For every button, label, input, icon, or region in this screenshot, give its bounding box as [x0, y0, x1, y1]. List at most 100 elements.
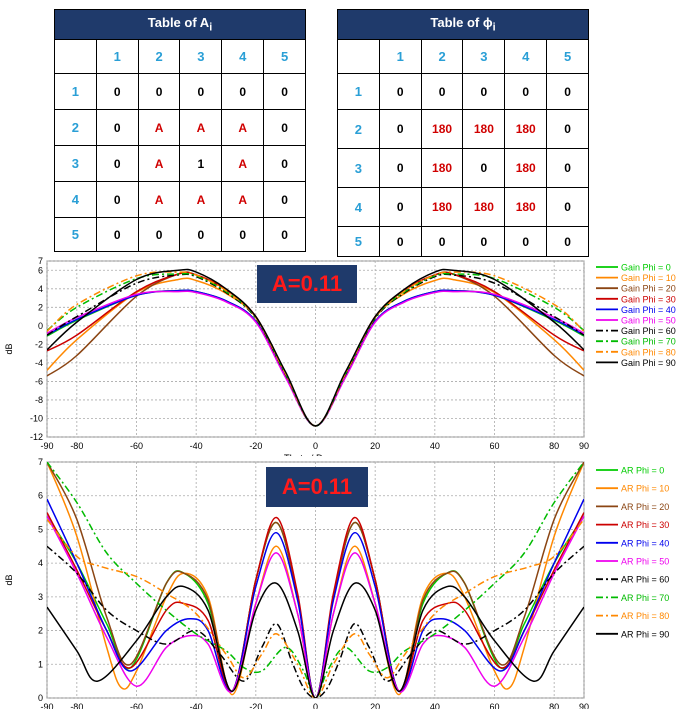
table-phi-col-header: 5 [546, 39, 589, 74]
table-a-row-header: 1 [54, 73, 97, 110]
table-phi-col-header: 4 [504, 39, 548, 74]
table-phi-row: 4 0 180 180 180 0 [337, 187, 589, 227]
y-tick-label: 3 [38, 592, 43, 602]
x-tick-label: 80 [549, 702, 559, 709]
table-phi-row-header: 5 [337, 226, 380, 257]
table-phi-cell: 0 [378, 73, 422, 110]
table-a-cell: 0 [263, 145, 306, 182]
table-a-title: Table of Ai [54, 9, 306, 40]
x-tick-label: -80 [70, 441, 83, 451]
table-a-cell: 0 [137, 73, 181, 110]
series-line-7 [47, 462, 584, 698]
table-phi-cell: 0 [420, 73, 464, 110]
y-tick-label: -10 [30, 413, 43, 423]
y-axis-label: dB [4, 574, 14, 585]
x-tick-label: 60 [489, 441, 499, 451]
table-phi-row-header: 1 [337, 73, 380, 110]
table-a-cell: 0 [95, 109, 139, 146]
ar-chart-annotation: A=0.11 [266, 467, 368, 507]
table-phi-row-header: 3 [337, 148, 380, 188]
legend-label: Gain Phi = 50 [621, 316, 676, 326]
legend-label: Gain Phi = 40 [621, 305, 676, 315]
table-phi-title-text: Table of [430, 15, 483, 31]
table-phi-cell: 0 [378, 187, 422, 227]
table-phi-cell: 0 [378, 148, 422, 188]
y-tick-label: 7 [38, 256, 43, 266]
series-line-2 [47, 462, 584, 698]
legend-label: Gain Phi = 90 [621, 358, 676, 368]
table-phi-cell: 180 [462, 187, 506, 227]
y-tick-label: 0 [38, 693, 43, 703]
y-tick-label: -2 [35, 339, 43, 349]
table-a-row-header: 3 [54, 145, 97, 182]
table-a-cell: 0 [179, 73, 223, 110]
x-tick-label: -90 [40, 441, 53, 451]
legend-label: Gain Phi = 20 [621, 284, 676, 294]
table-phi-cell: 180 [504, 187, 548, 227]
x-tick-label: 40 [430, 441, 440, 451]
table-phi-cell: 0 [546, 226, 589, 257]
legend-label: AR Phi = 80 [621, 611, 669, 621]
table-phi-cell: 0 [378, 109, 422, 149]
y-tick-label: -12 [30, 432, 43, 442]
table-a-cell: 0 [137, 217, 181, 252]
table-a-cell: 0 [221, 217, 265, 252]
table-a-cell: A [221, 181, 265, 218]
table-phi-title-symbol: ϕ [482, 15, 493, 31]
table-phi-row-header: 2 [337, 109, 380, 149]
table-phi-col-header: 3 [462, 39, 506, 74]
table-a-cell: 0 [95, 181, 139, 218]
legend-label: Gain Phi = 10 [621, 273, 676, 283]
table-phi-cell: 180 [462, 109, 506, 149]
table-a-title-sub: i [209, 21, 213, 34]
x-tick-label: 90 [579, 702, 589, 709]
table-a-cell: 0 [263, 109, 306, 146]
series-line-1 [47, 462, 584, 698]
y-axis-label: dB [4, 343, 14, 354]
x-axis-label: Theta / Degree [284, 453, 347, 456]
legend-label: AR Phi = 90 [621, 629, 669, 639]
table-phi-cell: 0 [546, 109, 589, 149]
table-phi-cell: 180 [420, 109, 464, 149]
table-a-cell: 0 [95, 73, 139, 110]
y-tick-label: 7 [38, 457, 43, 467]
table-a-cell: A [137, 145, 181, 182]
x-tick-label: 40 [430, 702, 440, 709]
x-tick-label: -40 [190, 441, 203, 451]
table-a-col-header: 3 [179, 39, 223, 74]
table-phi-col-header: 2 [420, 39, 464, 74]
table-a-title-text: Table of A [147, 15, 210, 31]
table-a-row-header: 5 [54, 217, 97, 252]
series-line-5 [47, 515, 584, 698]
table-a-cell: 0 [95, 145, 139, 182]
y-tick-label: 0 [38, 321, 43, 331]
legend-label: AR Phi = 20 [621, 502, 669, 512]
table-phi-cell: 180 [420, 148, 464, 188]
table-phi-cell: 180 [420, 187, 464, 227]
table-phi-corner-cell [337, 39, 380, 74]
table-a-cell: 0 [263, 217, 306, 252]
x-tick-label: 0 [313, 441, 318, 451]
series-line-9 [47, 582, 584, 698]
y-tick-label: 4 [38, 284, 43, 294]
legend-label: AR Phi = 30 [621, 520, 669, 530]
table-phi-cell: 0 [546, 73, 589, 110]
legend-label: Gain Phi = 80 [621, 347, 676, 357]
table-phi-cell: 180 [504, 148, 548, 188]
x-tick-label: -40 [190, 702, 203, 709]
table-a-cell: A [179, 181, 223, 218]
y-tick-label: -8 [35, 395, 43, 405]
table-phi-title: Table of ϕi [337, 9, 589, 40]
table-phi-cell: 180 [504, 109, 548, 149]
table-phi: Table of ϕi 1 2 3 4 5 1 0 0 0 0 0 2 0 180 180 180 0 3 0 180… [337, 9, 589, 257]
legend-label: Gain Phi = 0 [621, 263, 671, 273]
table-phi-cell: 0 [504, 73, 548, 110]
legend-label: AR Phi = 70 [621, 593, 669, 603]
table-a-col-header: 2 [137, 39, 181, 74]
table-a-cell: A [221, 145, 265, 182]
legend-label: AR Phi = 60 [621, 575, 669, 585]
